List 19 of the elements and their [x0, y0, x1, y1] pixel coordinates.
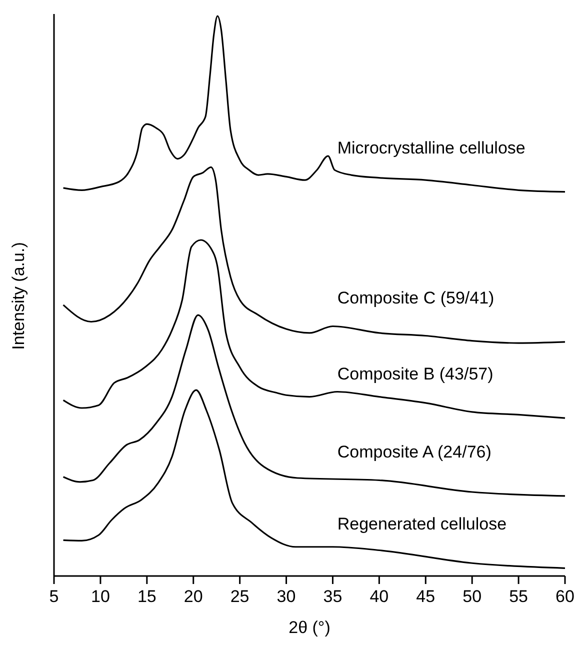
- series-label: Composite B (43/57): [337, 364, 494, 384]
- x-tick-label: 40: [370, 587, 389, 606]
- x-axis-title: 2θ (°): [288, 618, 330, 637]
- series-label: Composite A (24/76): [337, 442, 492, 462]
- y-axis-title: Intensity (a.u.): [9, 242, 28, 350]
- x-tick-label: 15: [137, 587, 156, 606]
- x-tick-label: 5: [49, 587, 59, 606]
- x-tick-label: 20: [184, 587, 203, 606]
- x-tick-label: 30: [276, 587, 296, 606]
- x-tick-label: 50: [462, 587, 482, 606]
- series-label: Microcrystalline cellulose: [337, 138, 526, 158]
- series-label: Composite C (59/41): [337, 288, 494, 308]
- series-label: Regenerated cellulose: [337, 514, 507, 534]
- x-tick-label: 60: [556, 587, 574, 606]
- x-tick-label: 45: [416, 587, 436, 606]
- x-tick-label: 35: [323, 587, 342, 606]
- x-tick-label: 25: [230, 587, 250, 606]
- x-tick-label: 10: [90, 587, 110, 606]
- x-tick-label: 55: [509, 587, 528, 606]
